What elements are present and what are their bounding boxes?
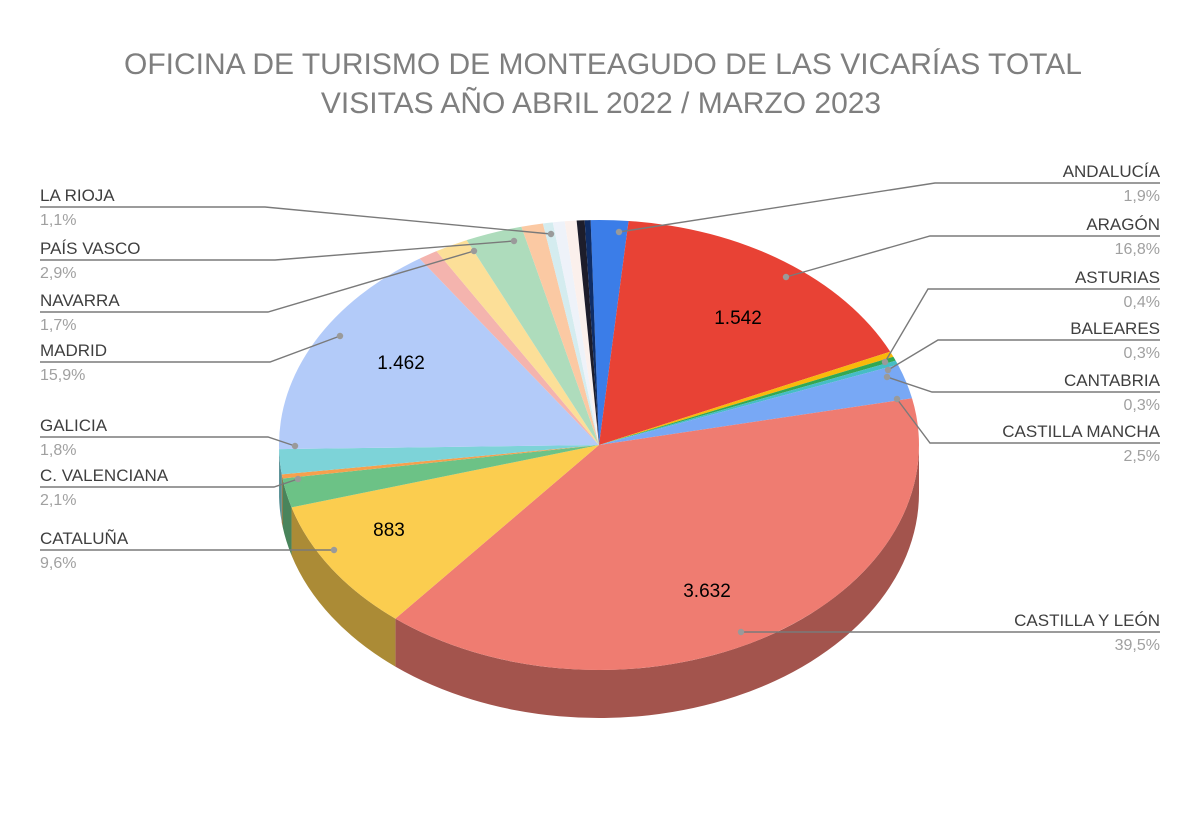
slice-label-madrid: MADRID (40, 341, 107, 360)
slice-label-aragon: ARAGÓN (1086, 215, 1160, 234)
slice-label-asturias: ASTURIAS (1075, 268, 1160, 287)
leader-dot-la-rioja (548, 231, 554, 237)
leader-dot-madrid (337, 333, 343, 339)
leader-dot-navarra (471, 248, 477, 254)
leader-dot-pais-vasco (511, 238, 517, 244)
chart-title-line-1: OFICINA DE TURISMO DE MONTEAGUDO DE LAS … (124, 48, 1082, 81)
leader-dot-galicia (292, 443, 298, 449)
slice-percent-pais-vasco: 2,9% (40, 265, 76, 282)
chart-title: OFICINA DE TURISMO DE MONTEAGUDO DE LAS … (124, 48, 1082, 120)
leader-dot-aragon (783, 274, 789, 280)
slice-percent-baleares: 0,3% (1124, 345, 1160, 362)
leader-dot-andalucia (616, 229, 622, 235)
slice-percent-castilla-mancha: 2,5% (1124, 448, 1160, 465)
slice-percent-madrid: 15,9% (40, 367, 85, 384)
slice-percent-asturias: 0,4% (1124, 294, 1160, 311)
slice-label-la-rioja: LA RIOJA (40, 186, 115, 205)
leader-dot-baleares (885, 367, 891, 373)
slice-percent-andalucia: 1,9% (1124, 188, 1160, 205)
value-label-castilla-y-leon: 3.632 (683, 581, 731, 602)
slice-percent-c-valenciana: 2,1% (40, 492, 76, 509)
slice-label-galicia: GALICIA (40, 416, 108, 435)
leader-line-andalucia (619, 183, 1160, 232)
leader-line-baleares (888, 340, 1160, 370)
leader-dot-castilla-y-leon (738, 629, 744, 635)
slice-label-andalucia: ANDALUCÍA (1063, 162, 1161, 181)
leader-dot-asturias (882, 359, 888, 365)
slice-percent-la-rioja: 1,1% (40, 212, 76, 229)
value-label-aragon: 1.542 (714, 308, 762, 329)
value-label-madrid: 1.462 (377, 353, 425, 374)
slice-label-pais-vasco: PAÍS VASCO (40, 239, 140, 258)
slice-percent-galicia: 1,8% (40, 442, 76, 459)
value-label-cataluna: 883 (373, 520, 405, 541)
slice-percent-navarra: 1,7% (40, 317, 76, 334)
leader-line-la-rioja (40, 207, 551, 234)
leader-dot-cataluna (331, 547, 337, 553)
slice-label-navarra: NAVARRA (40, 291, 120, 310)
slice-percent-cataluna: 9,6% (40, 555, 76, 572)
slice-label-castilla-mancha: CASTILLA MANCHA (1002, 422, 1160, 441)
leader-dot-cantabria (884, 374, 890, 380)
chart-title-line-2: VISITAS AÑO ABRIL 2022 / MARZO 2023 (321, 86, 881, 120)
slice-percent-aragon: 16,8% (1115, 241, 1160, 258)
slice-label-cantabria: CANTABRIA (1064, 371, 1161, 390)
slice-label-c-valenciana: C. VALENCIANA (40, 466, 169, 485)
slice-percent-cantabria: 0,3% (1124, 397, 1160, 414)
pie-slices (279, 220, 919, 670)
slice-side-unlabeled-9 (282, 474, 283, 526)
leader-line-galicia (40, 437, 295, 446)
slice-label-castilla-y-leon: CASTILLA Y LEÓN (1014, 611, 1160, 630)
leader-dot-castilla-mancha (894, 396, 900, 402)
slice-label-cataluna: CATALUÑA (40, 529, 129, 548)
slice-label-baleares: BALEARES (1070, 319, 1160, 338)
leader-dot-c-valenciana (295, 476, 301, 482)
slice-percent-castilla-y-leon: 39,5% (1115, 637, 1160, 654)
